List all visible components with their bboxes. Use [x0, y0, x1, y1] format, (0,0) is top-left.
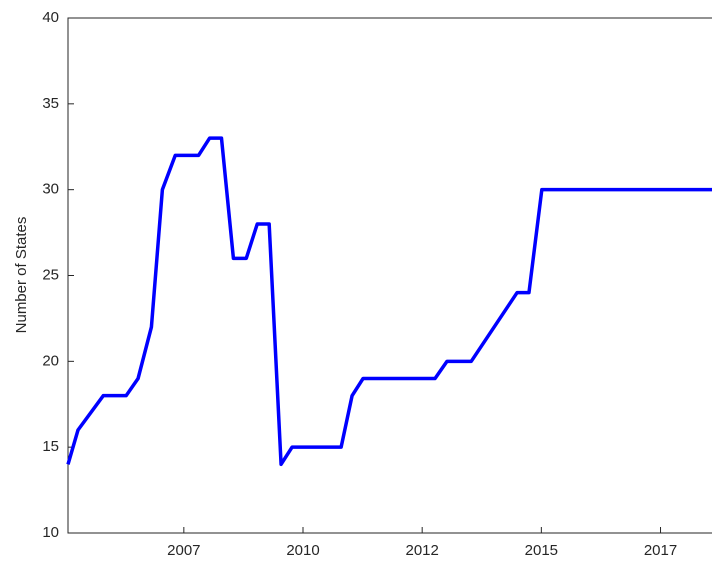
x-tick-label: 2017: [644, 542, 677, 559]
y-tick-label: 25: [42, 266, 59, 283]
x-tick-label: 2007: [167, 542, 200, 559]
x-tick-label: 2010: [286, 542, 319, 559]
y-axis-label: Number of States: [13, 217, 30, 334]
x-tick-label: 2015: [525, 542, 558, 559]
line: [66, 136, 712, 467]
y-tick-label: 15: [42, 438, 59, 455]
axis-box: [67, 17, 712, 534]
y-tick-label: 35: [42, 95, 59, 112]
y-tick-label: 30: [42, 181, 59, 198]
x-tick-label: 2012: [405, 542, 438, 559]
y-tick-label: 40: [42, 9, 59, 26]
y-tick-label: 20: [42, 352, 59, 369]
y-tick-label: 10: [42, 524, 59, 541]
